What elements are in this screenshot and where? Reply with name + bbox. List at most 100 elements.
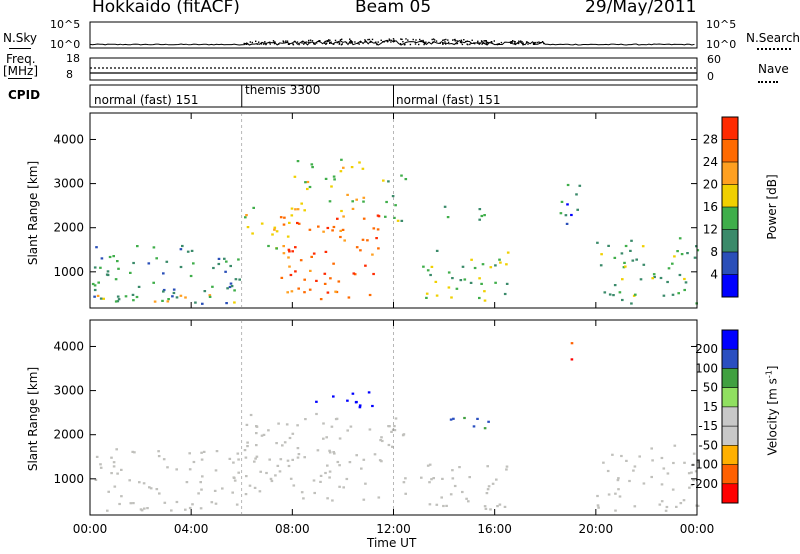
nsearch-point (466, 40, 469, 42)
velocity-echo-cell (246, 441, 249, 444)
nsearch-point (278, 43, 280, 45)
velocity-echo-cell (132, 502, 135, 505)
velocity-echo-cell (658, 503, 662, 506)
velocity-colorbar-tick-label: 15 (703, 400, 718, 414)
nsearch-point (484, 42, 486, 45)
velocity-echo-cell (570, 342, 574, 345)
nsearch-point (445, 38, 447, 41)
velocity-echo-cell (346, 399, 349, 402)
velocity-echo-cell (336, 460, 340, 464)
nsearch-point (269, 43, 271, 45)
power-echo-cell (117, 267, 120, 270)
nsearch-point (367, 38, 369, 41)
power-echo-cell (246, 226, 250, 229)
velocity-echo-cell (322, 422, 325, 425)
power-echo-cell (322, 230, 325, 233)
velocity-echo-cell (483, 427, 487, 430)
power-echo-cell (95, 246, 98, 249)
velocity-echo-cell (110, 472, 113, 475)
freq-unit-label: [MHz] (3, 64, 39, 78)
power-echo-cell (251, 232, 254, 235)
velocity-echo-cell (633, 505, 637, 508)
time-axis-tick-label: 08:00 (275, 522, 310, 536)
power-echo-cell (171, 295, 174, 298)
time-axis-tick-label: 16:00 (477, 522, 512, 536)
power-echo-cell (683, 288, 686, 292)
power-colorbar-cell (722, 252, 738, 275)
nsearch-point (341, 43, 343, 45)
nsearch-point (336, 41, 338, 44)
power-echo-cell (359, 249, 362, 252)
velocity-echo-cell (260, 434, 264, 437)
power-echo-cell (621, 278, 624, 281)
nsearch-point (302, 40, 304, 43)
velocity-echo-cell (393, 425, 396, 428)
power-echo-cell (652, 273, 656, 276)
power-echo-cell (233, 289, 236, 292)
velocity-echo-cell (143, 507, 146, 510)
power-echo-cell (624, 244, 628, 248)
nsearch-point (383, 41, 385, 43)
nsearch-point (273, 42, 276, 45)
velocity-echo-cell (358, 404, 362, 407)
power-echo-cell (629, 249, 632, 252)
velocity-echo-cell (672, 461, 675, 465)
power-echo-cell (505, 282, 509, 285)
velocity-echo-cell (393, 429, 397, 432)
power-echo-cell (443, 205, 447, 208)
velocity-echo-cell (426, 464, 430, 467)
nsearch-point (296, 41, 299, 43)
velocity-echo-cell (277, 422, 280, 425)
power-echo-cell (194, 301, 197, 304)
power-ytick-label: 3000 (53, 177, 84, 191)
velocity-echo-cell (255, 425, 258, 428)
power-echo-cell (226, 287, 229, 290)
nsearch-point (521, 41, 523, 43)
power-echo-cell (603, 291, 607, 294)
nsearch-point (460, 39, 463, 41)
nsearch-point (452, 39, 454, 41)
nsearch-point (401, 38, 403, 41)
power-echo-cell (480, 282, 483, 285)
power-echo-cell (618, 291, 622, 294)
velocity-echo-cell (200, 458, 204, 461)
freq-legend-line (8, 78, 32, 79)
nsearch-point (307, 41, 309, 43)
power-colorbar-tick-label: 12 (703, 223, 718, 237)
velocity-echo-cell (304, 418, 307, 421)
nsearch-point (447, 41, 450, 44)
velocity-echo-cell (199, 481, 202, 484)
power-echo-cell (362, 217, 366, 220)
nsearch-point (350, 40, 352, 42)
nsearch-point (412, 38, 414, 41)
power-echo-cell (384, 215, 387, 218)
nsky-line (89, 39, 695, 46)
power-echo-cell (175, 296, 179, 299)
power-echo-cell (355, 198, 358, 201)
power-echo-cell (294, 270, 297, 273)
power-echo-cell (461, 265, 465, 268)
velocity-echo-cell (129, 502, 133, 505)
power-echo-cell (560, 200, 564, 203)
nsearch-point (399, 43, 402, 45)
power-echo-cell (271, 233, 274, 236)
velocity-echo-cell (236, 452, 240, 455)
time-axis-tick-label: 12:00 (376, 522, 411, 536)
power-echo-cell (172, 291, 176, 295)
velocity-echo-cell (315, 412, 318, 416)
velocity-echo-cell (662, 467, 666, 470)
nsearch-point (465, 40, 467, 43)
velocity-echo-cell (428, 503, 432, 506)
velocity-echo-cell (262, 433, 266, 436)
nsearch-point (514, 41, 516, 43)
power-echo-cell (201, 302, 204, 305)
nsky-panel-frame (89, 21, 698, 49)
power-colorbar-tick-label: 16 (703, 200, 718, 214)
nsearch-point (443, 39, 445, 41)
velocity-ytick-label: 1000 (53, 472, 84, 486)
velocity-colorbar-tick-label: -200 (691, 477, 718, 491)
velocity-echo-cell (248, 484, 252, 487)
velocity-echo-cell (296, 447, 300, 450)
nsearch-point (485, 40, 487, 42)
power-colorbar-cell (722, 139, 738, 163)
